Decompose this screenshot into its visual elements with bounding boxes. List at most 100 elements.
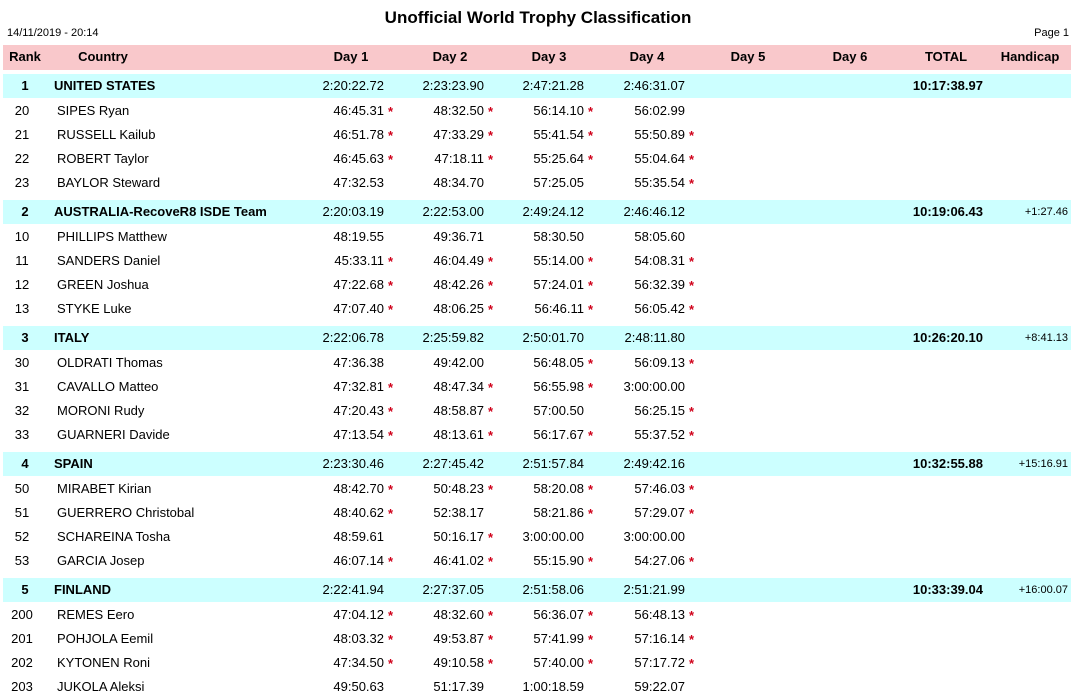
team-day-time: 2:49:24.12 (522, 204, 584, 219)
rider-number: 32 (14, 403, 30, 418)
rider-day-time: 47:33.29 (433, 127, 484, 142)
rider-day-time: 48:47.34 (433, 379, 484, 394)
rider-day-time: 48:13.61 (433, 427, 484, 442)
rider-day-time: 48:32.50 (433, 103, 484, 118)
penalty-flag: * (588, 380, 594, 395)
team-day-time: 2:51:57.84 (522, 456, 584, 471)
rider-day-time: 3:00:00.00 (623, 529, 685, 544)
penalty-flag: * (488, 302, 494, 317)
team-row (3, 74, 1071, 98)
rider-day-time: 47:04.12 (333, 607, 384, 622)
penalty-flag: * (388, 632, 394, 647)
penalty-flag: * (488, 254, 494, 269)
column-header: TOTAL (924, 49, 968, 64)
rider-day-time: 47:13.54 (333, 427, 384, 442)
rider-day-time: 48:42.26 (433, 277, 484, 292)
rider-day-time: 55:37.52 (634, 427, 685, 442)
column-header: Day 2 (432, 49, 468, 64)
rider-name: GUARNERI Davide (57, 427, 170, 442)
penalty-flag: * (488, 404, 494, 419)
rider-day-time: 58:20.08 (533, 481, 584, 496)
penalty-flag: * (689, 152, 695, 167)
rider-name: RUSSELL Kailub (57, 127, 156, 142)
rider-name: STYKE Luke (57, 301, 132, 316)
rider-day-time: 49:50.63 (333, 679, 384, 694)
rider-name: ROBERT Taylor (57, 151, 149, 166)
rider-day-time: 55:41.54 (533, 127, 584, 142)
team-total: 10:17:38.97 (912, 78, 983, 93)
team-row (3, 452, 1071, 476)
rider-name: SANDERS Daniel (57, 253, 161, 268)
team-day-time: 2:22:06.78 (322, 330, 384, 345)
penalty-flag: * (388, 482, 394, 497)
team-country: UNITED STATES (54, 78, 156, 93)
rider-number: 22 (14, 151, 30, 166)
team-handicap: +8:41.13 (1024, 332, 1068, 344)
team-day-time: 2:22:41.94 (322, 582, 384, 597)
rider-day-time: 55:14.00 (533, 253, 584, 268)
rider-day-time: 56:17.67 (533, 427, 584, 442)
rider-number: 13 (14, 301, 30, 316)
rider-number: 31 (14, 379, 30, 394)
rider-day-time: 48:59.61 (333, 529, 384, 544)
rider-name: KYTONEN Roni (57, 655, 150, 670)
rider-name: PHILLIPS Matthew (57, 229, 167, 244)
team-day-time: 2:25:59.82 (422, 330, 484, 345)
rider-day-time: 55:04.64 (634, 151, 685, 166)
rider-day-time: 51:17.39 (433, 679, 484, 694)
rider-day-time: 56:05.42 (634, 301, 685, 316)
team-country: FINLAND (54, 582, 112, 597)
rider-day-time: 47:18.11 (434, 151, 484, 166)
rider-day-time: 57:00.50 (533, 403, 584, 418)
penalty-flag: * (588, 632, 594, 647)
penalty-flag: * (388, 152, 394, 167)
rider-day-time: 1:00:18.59 (522, 679, 584, 694)
penalty-flag: * (388, 428, 394, 443)
team-day-time: 2:27:45.42 (422, 456, 484, 471)
rider-day-time: 47:22.68 (333, 277, 384, 292)
column-header: Day 3 (531, 49, 567, 64)
team-total: 10:19:06.43 (912, 204, 983, 219)
rider-day-time: 50:48.23 (433, 481, 484, 496)
rider-day-time: 48:58.87 (433, 403, 484, 418)
team-day-time: 2:51:21.99 (623, 582, 685, 597)
team-row (3, 200, 1071, 224)
penalty-flag: * (488, 656, 494, 671)
rider-number: 201 (11, 631, 33, 646)
penalty-flag: * (488, 278, 494, 293)
column-header: Handicap (1000, 49, 1060, 64)
rider-day-time: 47:32.81 (333, 379, 384, 394)
penalty-flag: * (488, 482, 494, 497)
rider-day-time: 48:19.55 (333, 229, 384, 244)
column-header: Day 1 (333, 49, 369, 64)
column-header: Country (78, 49, 128, 64)
rider-name: BAYLOR Steward (57, 175, 161, 190)
penalty-flag: * (488, 152, 494, 167)
rider-name: SIPES Ryan (57, 103, 130, 118)
rider-day-time: 57:46.03 (634, 481, 685, 496)
team-day-time: 2:20:22.72 (322, 78, 384, 93)
team-row (3, 578, 1071, 602)
rider-number: 53 (14, 553, 30, 568)
penalty-flag: * (588, 254, 594, 269)
rider-day-time: 57:24.01 (533, 277, 584, 292)
team-day-time: 2:27:37.05 (422, 582, 484, 597)
rider-day-time: 45:33.11 (334, 253, 384, 268)
penalty-flag: * (488, 380, 494, 395)
rider-day-time: 46:04.49 (433, 253, 484, 268)
rider-day-time: 56:48.13 (634, 607, 685, 622)
rider-day-time: 49:53.87 (433, 631, 484, 646)
rider-day-time: 48:03.32 (333, 631, 384, 646)
penalty-flag: * (388, 302, 394, 317)
rider-number: 21 (14, 127, 30, 142)
rider-number: 20 (14, 103, 30, 118)
rider-number: 51 (14, 505, 30, 520)
team-handicap: +16:00.07 (1018, 584, 1068, 596)
rider-day-time: 56:55.98 (533, 379, 584, 394)
team-rank: 2 (21, 204, 29, 219)
team-day-time: 2:48:11.80 (624, 330, 685, 345)
rider-day-time: 47:36.38 (333, 355, 384, 370)
rider-name: CAVALLO Matteo (57, 379, 159, 394)
penalty-flag: * (588, 554, 594, 569)
